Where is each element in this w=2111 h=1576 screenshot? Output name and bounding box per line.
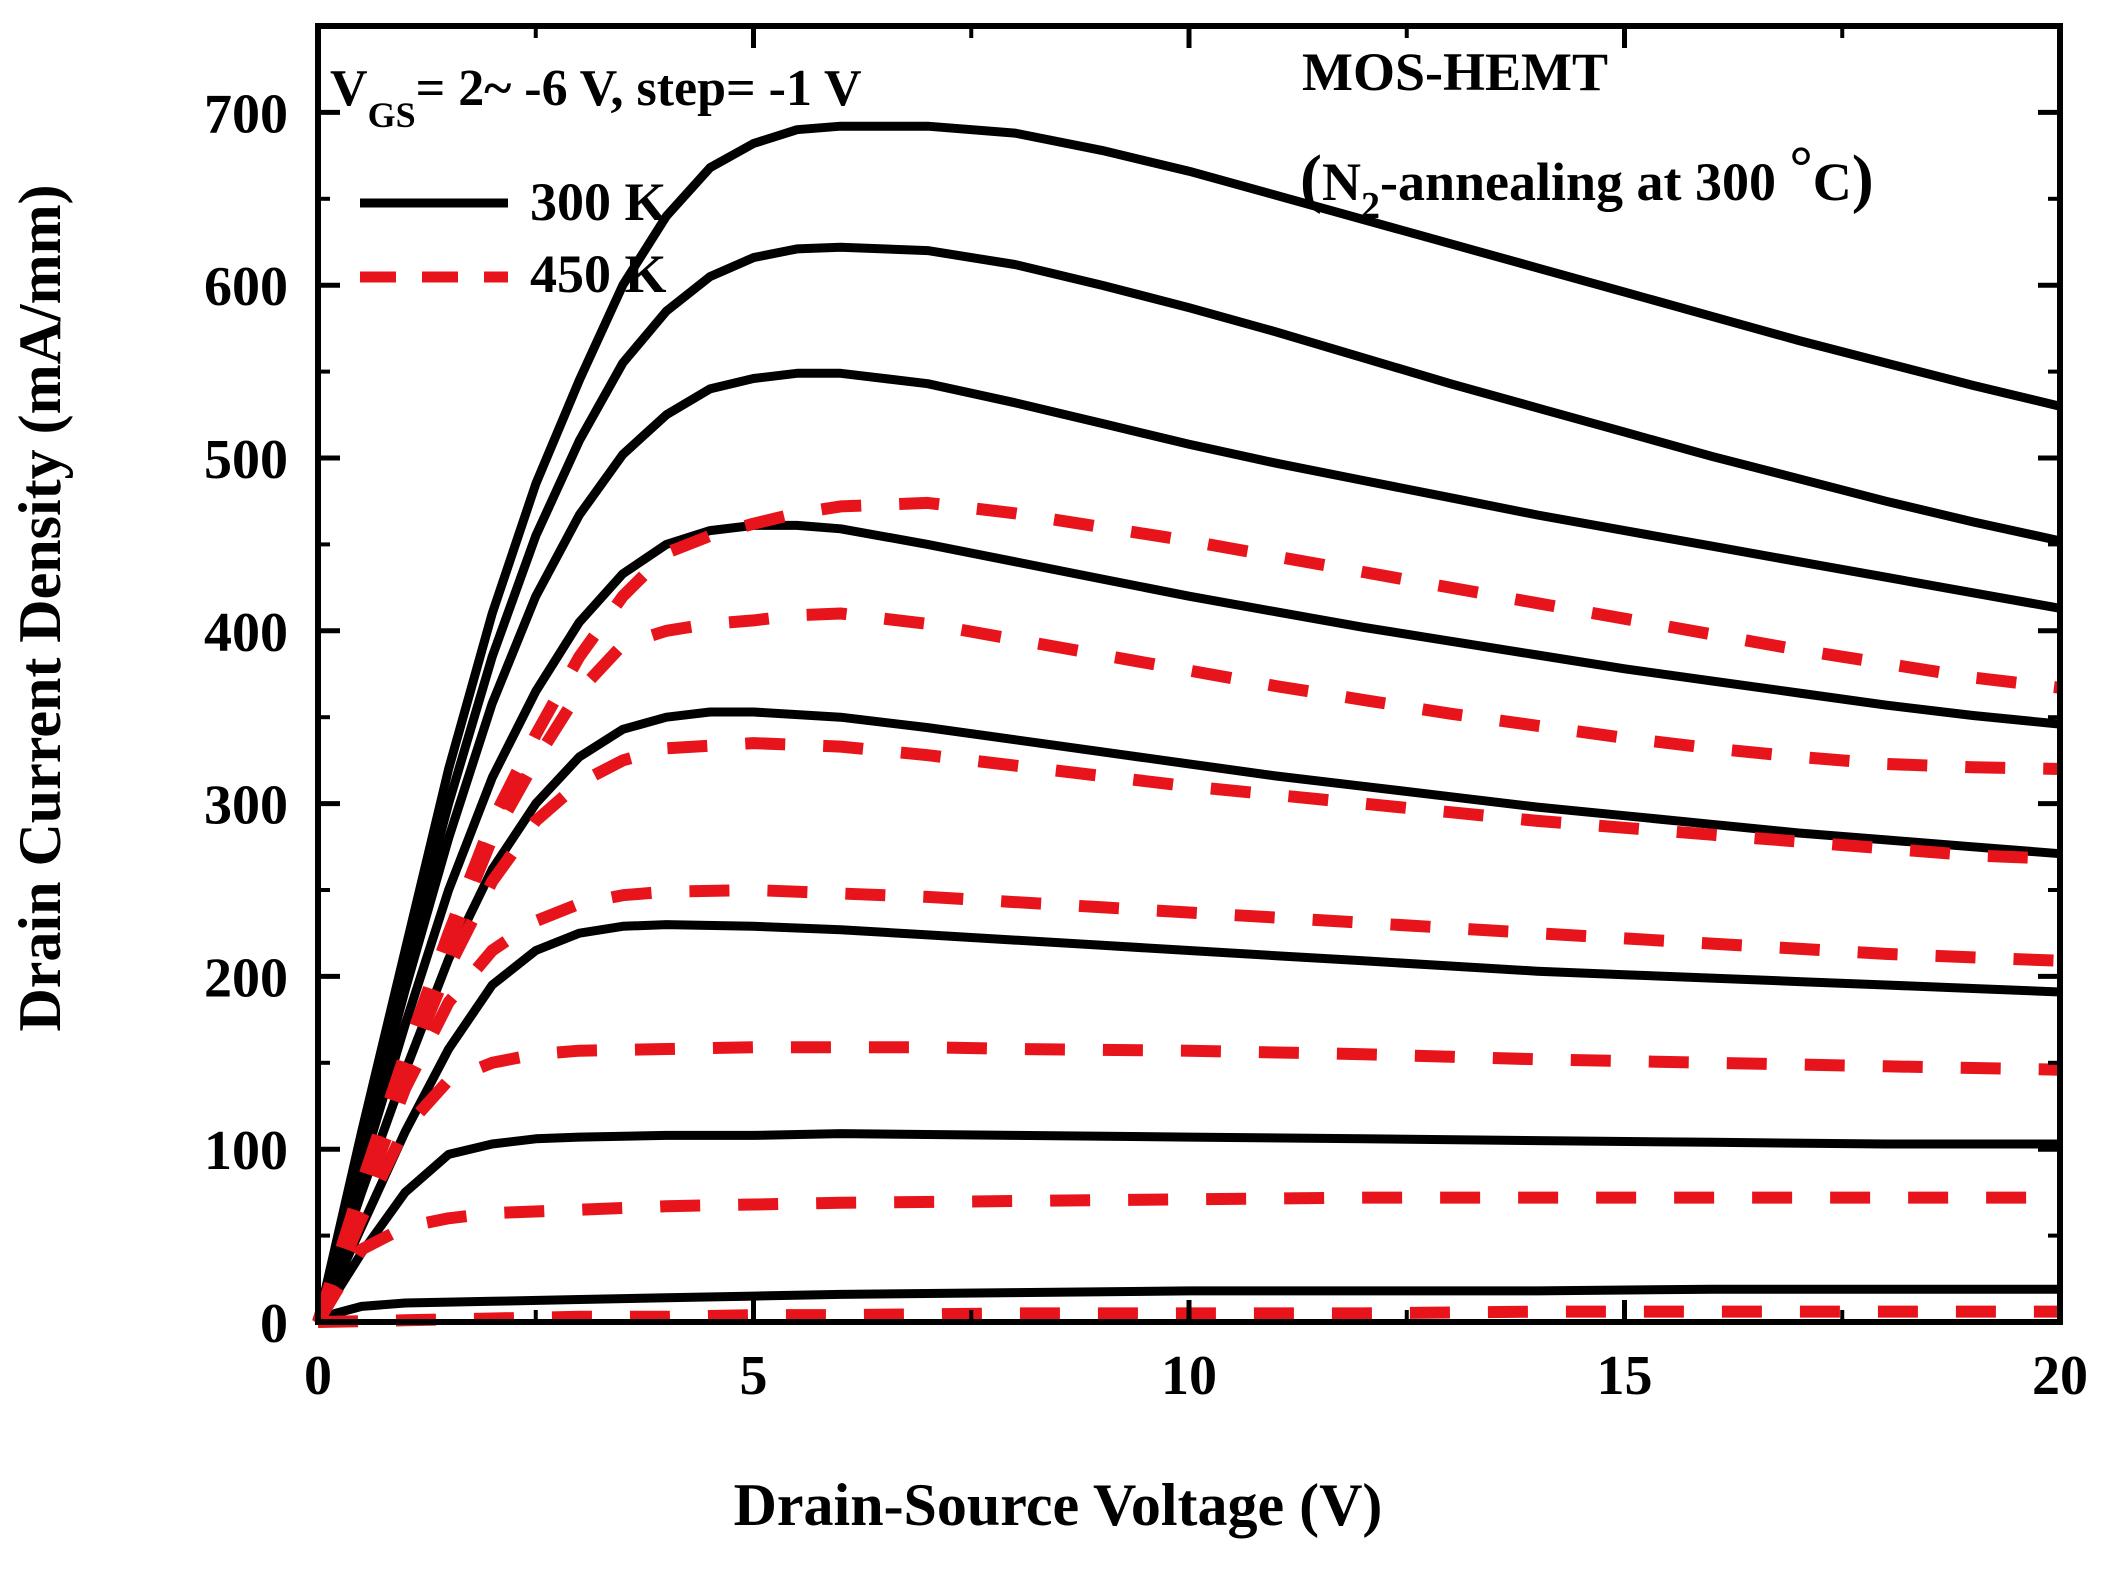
x-tick-label-5: 5 bbox=[740, 1345, 768, 1407]
series-line-450k-vgs-2 bbox=[312, 496, 2061, 1324]
vgs-range-text: = 2~ -6 V, step= -1 V bbox=[416, 60, 862, 117]
y-axis-label: Drain Current Density (mA/mm) bbox=[7, 184, 73, 1031]
anneal-n: N bbox=[1322, 152, 1361, 212]
y-tick-label-600: 600 bbox=[204, 256, 288, 318]
anneal-text: -annealing at 300 bbox=[1380, 152, 1790, 212]
series-line-300k-vgs--5 bbox=[316, 1284, 2060, 1327]
series-line-450k-vgs--2 bbox=[312, 1041, 2061, 1325]
device-title: MOS-HEMT bbox=[1302, 42, 1608, 102]
anneal-degree: ° bbox=[1790, 134, 1813, 199]
y-tick-label-500: 500 bbox=[204, 429, 288, 491]
vgs-symbol: V bbox=[330, 60, 368, 117]
vgs-subscript: GS bbox=[368, 95, 416, 135]
series-line-300k-vgs--3 bbox=[313, 920, 2061, 1324]
legend-450k-label: 450 K bbox=[530, 244, 667, 304]
series-layer bbox=[312, 121, 2062, 1328]
x-tick-label-15: 15 bbox=[1597, 1345, 1653, 1407]
series-line-300k-vgs-2 bbox=[313, 121, 2062, 1324]
x-tick-label-0: 0 bbox=[304, 1345, 332, 1407]
series-line-300k-vgs--1 bbox=[313, 520, 2061, 1324]
svg-text:(N2-annealing at 300 °C): (N2-annealing at 300 °C) bbox=[1300, 134, 1874, 227]
x-axis-label: Drain-Source Voltage (V) bbox=[734, 1472, 1383, 1538]
y-tick-label-200: 200 bbox=[204, 947, 288, 1009]
anneal-unit: C bbox=[1813, 152, 1852, 212]
series-line-300k-vgs-1 bbox=[313, 242, 2061, 1324]
series-line-450k-vgs--3 bbox=[312, 1191, 2060, 1326]
y-tick-label-0: 0 bbox=[260, 1293, 288, 1355]
vgs-annotation: VGS= 2~ -6 V, step= -1 V bbox=[330, 60, 862, 135]
anneal-subscript: 2 bbox=[1361, 185, 1380, 227]
y-tick-label-100: 100 bbox=[204, 1120, 288, 1182]
y-tick-label-700: 700 bbox=[204, 83, 288, 145]
series-line-300k-vgs--2 bbox=[313, 707, 2061, 1324]
series-line-450k-vgs--4 bbox=[317, 1305, 2060, 1328]
series-line-450k-vgs-1 bbox=[312, 607, 2061, 1324]
y-tick-label-300: 300 bbox=[204, 775, 288, 837]
annealing-annotation: (N2-annealing at 300 °C) bbox=[1300, 134, 1874, 227]
series-line-450k-vgs-0 bbox=[312, 737, 2061, 1324]
x-tick-label-20: 20 bbox=[2032, 1345, 2088, 1407]
legend: 300 K 450 K bbox=[360, 172, 667, 304]
svg-text:VGS= 2~ -6 V, step= -1 V: VGS= 2~ -6 V, step= -1 V bbox=[330, 60, 862, 135]
anneal-open-paren: ( bbox=[1300, 142, 1322, 215]
series-line-450k-vgs--1 bbox=[312, 884, 2061, 1325]
series-line-300k-vgs-0 bbox=[313, 368, 2061, 1324]
y-tick-label-400: 400 bbox=[204, 602, 288, 664]
x-tick-label-10: 10 bbox=[1161, 1345, 1217, 1407]
legend-300k-label: 300 K bbox=[530, 172, 667, 232]
anneal-close-paren: ) bbox=[1852, 142, 1874, 215]
series-line-300k-vgs--4 bbox=[314, 1129, 2060, 1325]
